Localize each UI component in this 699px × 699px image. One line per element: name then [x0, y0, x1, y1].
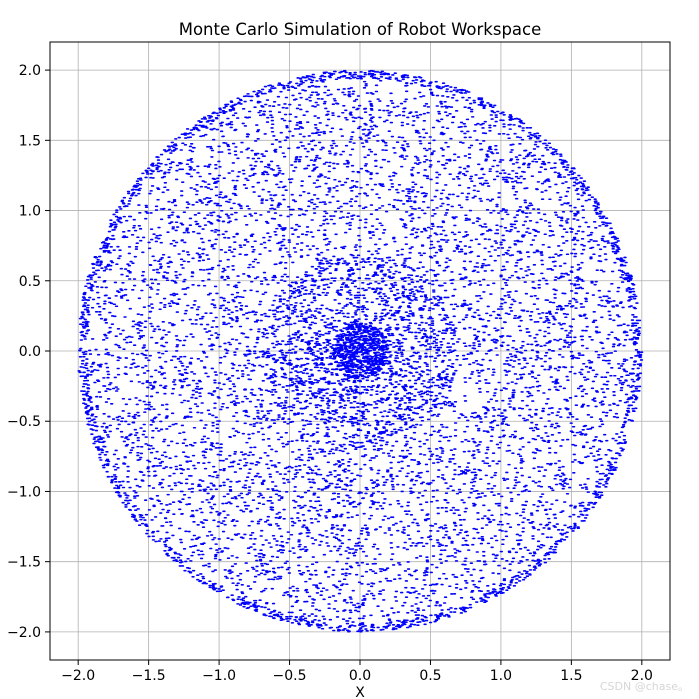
x-tick-label: 0.5: [419, 668, 441, 684]
y-tick-label: −0.5: [7, 414, 41, 430]
axis-ticks: −2.0 −1.5 −1.0 −0.5 0.0 0.5 1.0 1.5 2.0 −2.0 −1.5 −…: [7, 63, 653, 684]
x-tick-label: −2.0: [61, 668, 95, 684]
y-tick-label: −1.5: [7, 555, 41, 571]
scatter-points: [77, 69, 644, 633]
scatter-point-cloud: [77, 69, 644, 633]
chart-title: Monte Carlo Simulation of Robot Workspac…: [179, 20, 542, 39]
x-tick-label: −1.5: [132, 668, 166, 684]
x-tick-label: −0.5: [273, 668, 307, 684]
x-tick-label: −1.0: [202, 668, 236, 684]
y-tick-label: 0.5: [19, 274, 41, 290]
x-tick-label: 0.0: [349, 668, 371, 684]
x-tick-label: 1.5: [560, 668, 582, 684]
y-tick-label: 0.0: [19, 344, 41, 360]
y-tick-label: −1.0: [7, 484, 41, 500]
y-tick-label: 1.0: [19, 204, 41, 220]
y-tick-label: 1.5: [19, 133, 41, 149]
x-tick-label: 1.0: [490, 668, 512, 684]
x-tick-label: 2.0: [631, 668, 653, 684]
watermark: CSDN @chase。: [599, 680, 689, 693]
y-tick-label: −2.0: [7, 625, 41, 641]
y-tick-label: 2.0: [19, 63, 41, 79]
x-axis-label: X: [355, 685, 365, 699]
